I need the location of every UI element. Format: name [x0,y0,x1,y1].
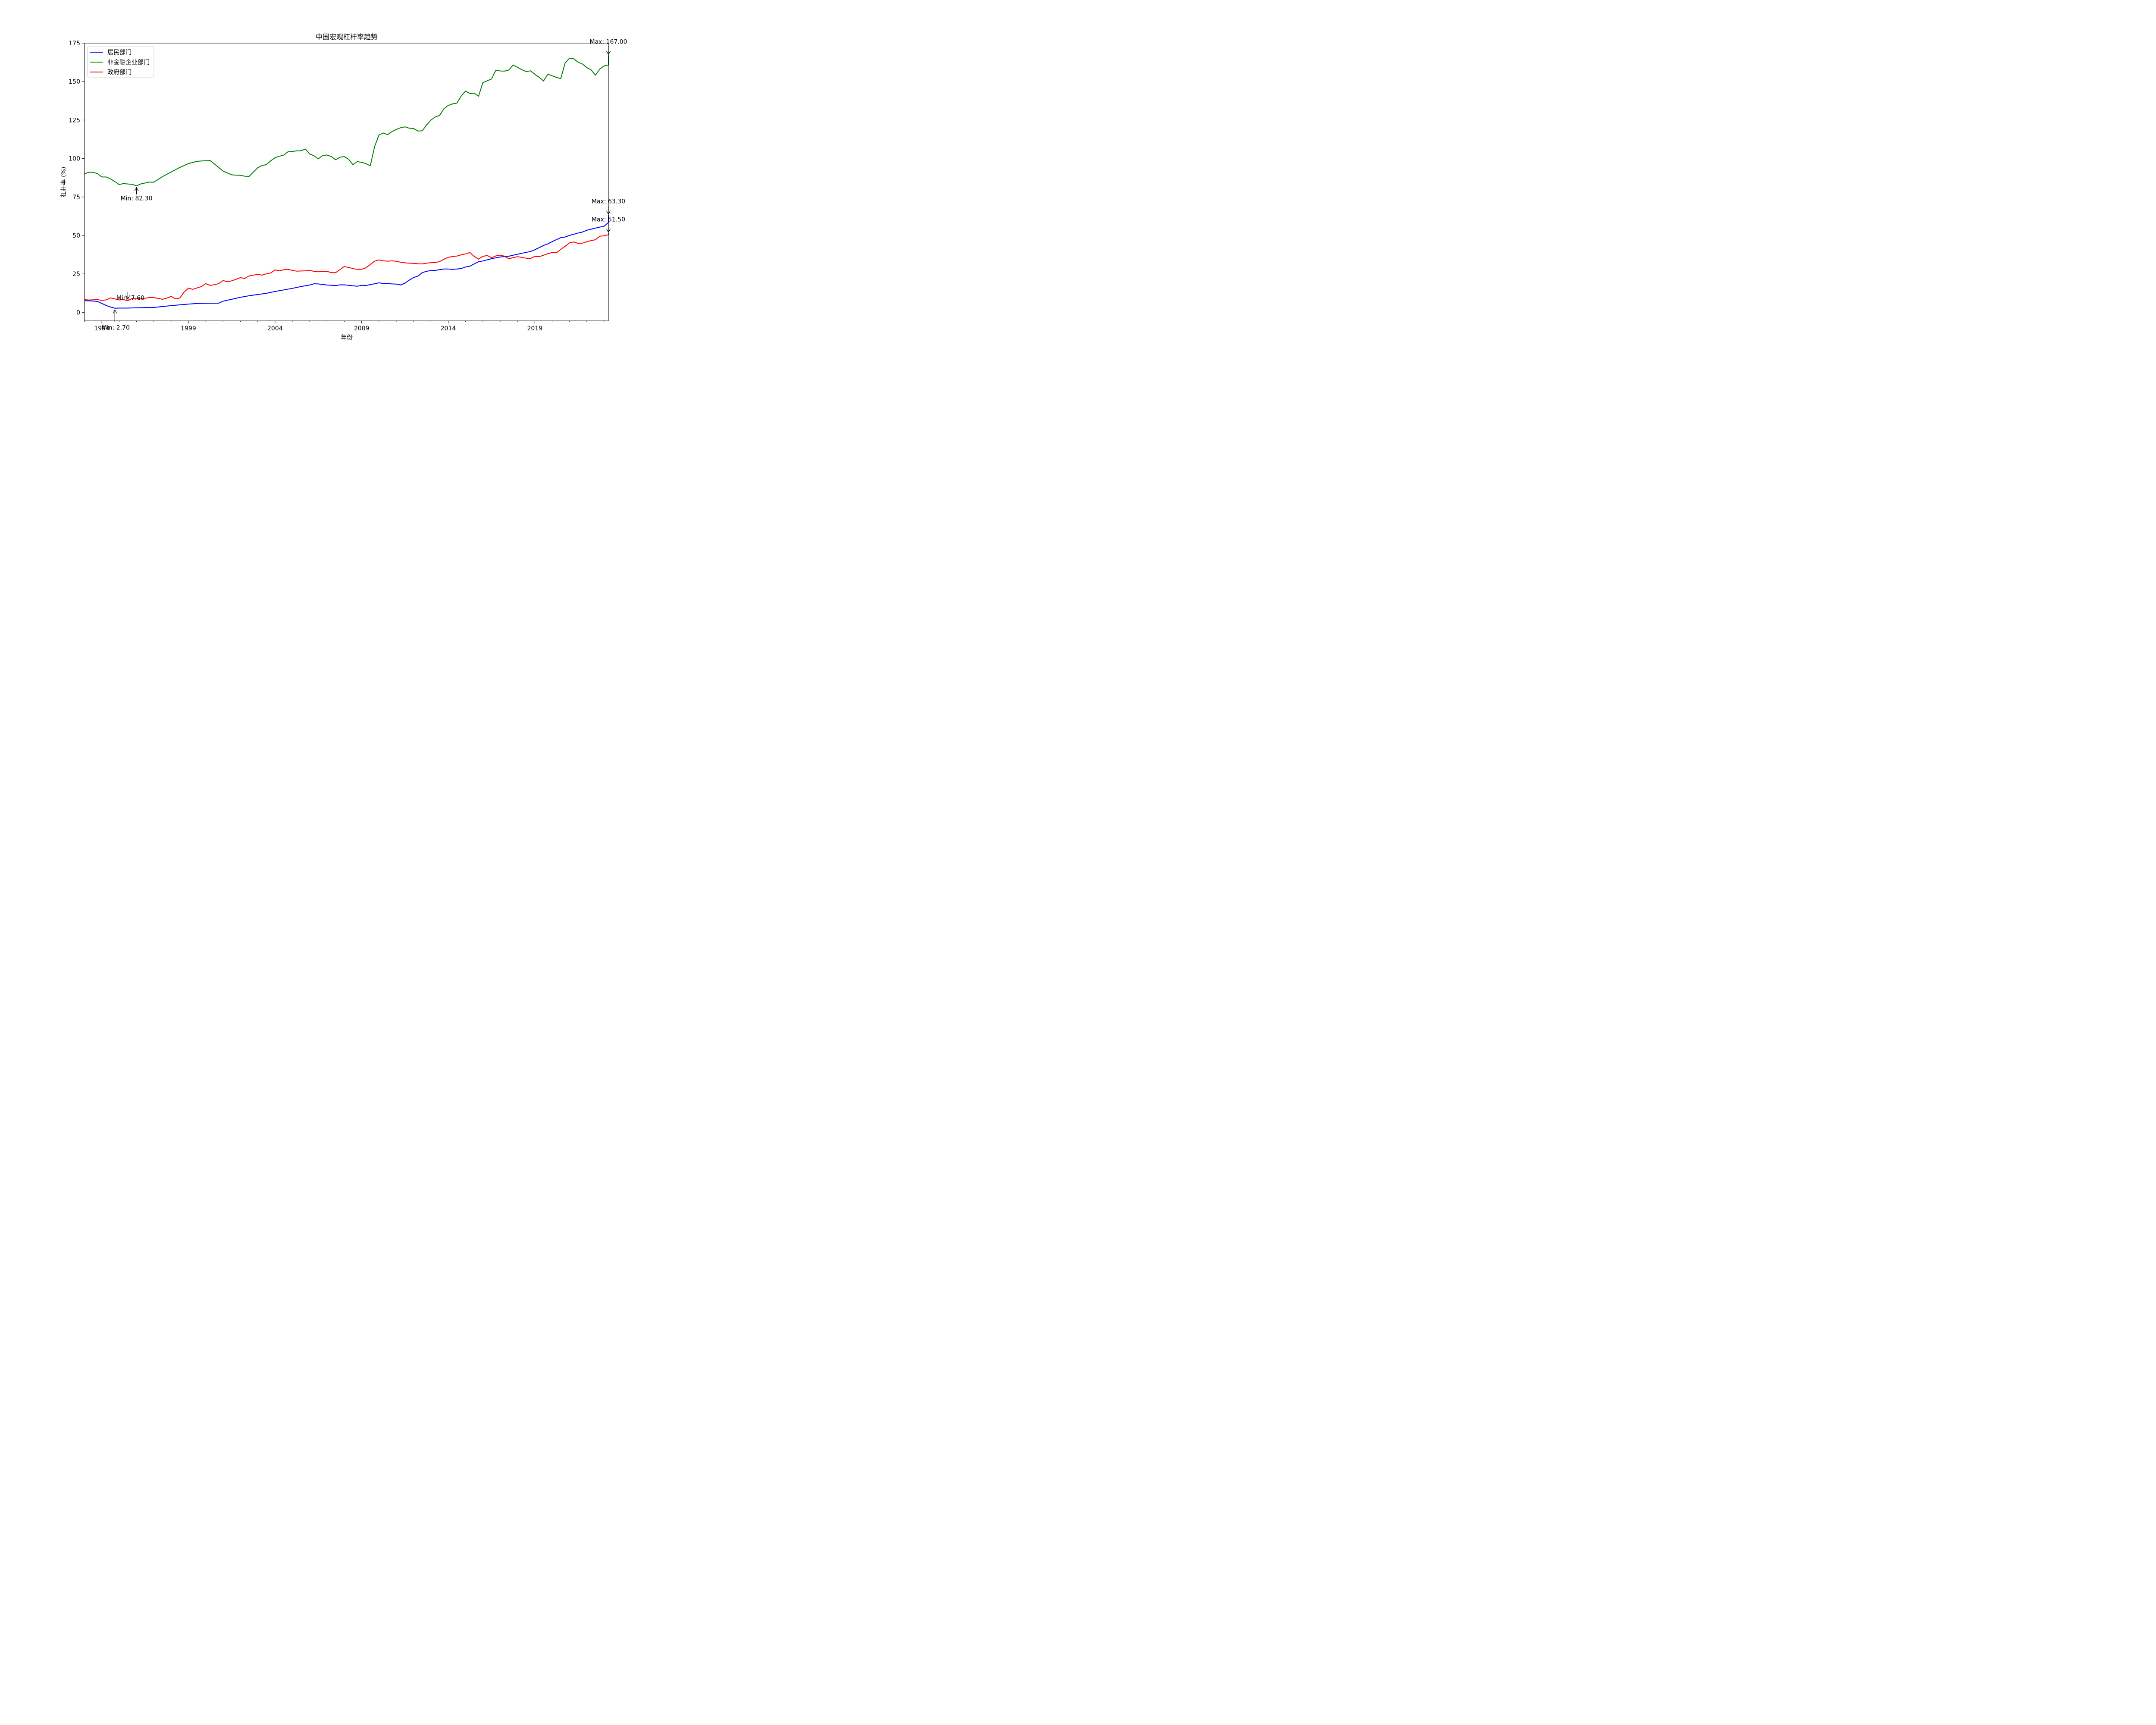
annotation-arrowhead [606,51,611,55]
legend-entry-2: 非金融企业部门 [107,59,150,66]
plot-layer [84,55,609,309]
min-annotation-1: Min: 2.70 [102,309,130,332]
y-tick-label: 175 [69,40,80,47]
max-annotation-1: Max: 63.30 [592,198,625,215]
x-tick-label: 2014 [441,325,456,332]
y-tick-label: 0 [76,309,80,316]
y-tick-label: 50 [72,232,80,239]
max-annotation-2: Max: 167.00 [589,39,627,55]
series-line-3 [84,233,609,301]
annotation-label: Min: 7.60 [116,295,144,301]
annotation-label: Max: 167.00 [589,39,627,46]
legend-entry-1: 居民部门 [107,49,132,56]
annotation-arrowhead [606,229,611,233]
chart-container: 中国宏观杠杆率趋势 1994 1999 2004 2009 2014 2019 0 25 50 7… [0,0,667,354]
axes-frame [84,43,609,321]
x-tick-label: 2009 [354,325,370,332]
y-tick-label: 100 [69,156,80,163]
y-tick-label: 75 [72,194,80,201]
series-line-2 [84,55,609,186]
legend-entry-3: 政府部门 [107,69,132,76]
annotation-label: Min: 2.70 [102,325,130,332]
leverage-line-chart: 中国宏观杠杆率趋势 1994 1999 2004 2009 2014 2019 0 25 50 7… [60,33,627,341]
annotation-label: Min: 82.30 [120,195,152,202]
annotation-arrowhead [125,295,130,300]
max-annotation-3: Max: 51.50 [592,216,625,233]
x-tick-label: 1999 [181,325,196,332]
legend-frame [87,46,154,78]
y-tick-label: 150 [69,78,80,85]
min-annotation-3: Min: 7.60 [116,292,144,301]
x-axis-label: 年份 [341,334,353,341]
chart-title: 中国宏观杠杆率趋势 [316,33,378,41]
x-tick-label: 2019 [527,325,542,332]
x-tick-label: 2004 [267,325,283,332]
x-tick-label: 1994 [94,325,110,332]
series-line-1 [84,215,609,309]
min-annotation-2: Min: 82.30 [120,187,153,202]
annotation-label: Max: 51.50 [592,216,625,223]
y-axis-label: 杠杆率 (%) [60,167,67,198]
annotation-arrowhead [134,187,139,191]
y-tick-label: 125 [69,117,80,124]
annotation-label: Max: 63.30 [592,198,625,205]
ticks-layer: 1994 1999 2004 2009 2014 2019 0 25 50 75 100 125 150… [69,40,605,332]
annotation-arrowhead [113,309,117,314]
y-tick-label: 25 [72,271,80,278]
annotation-layer: Min: 2.70 Max: 63.30 Min: 82.30 Max: 167.00… [102,39,627,332]
annotation-arrowhead [606,210,611,215]
